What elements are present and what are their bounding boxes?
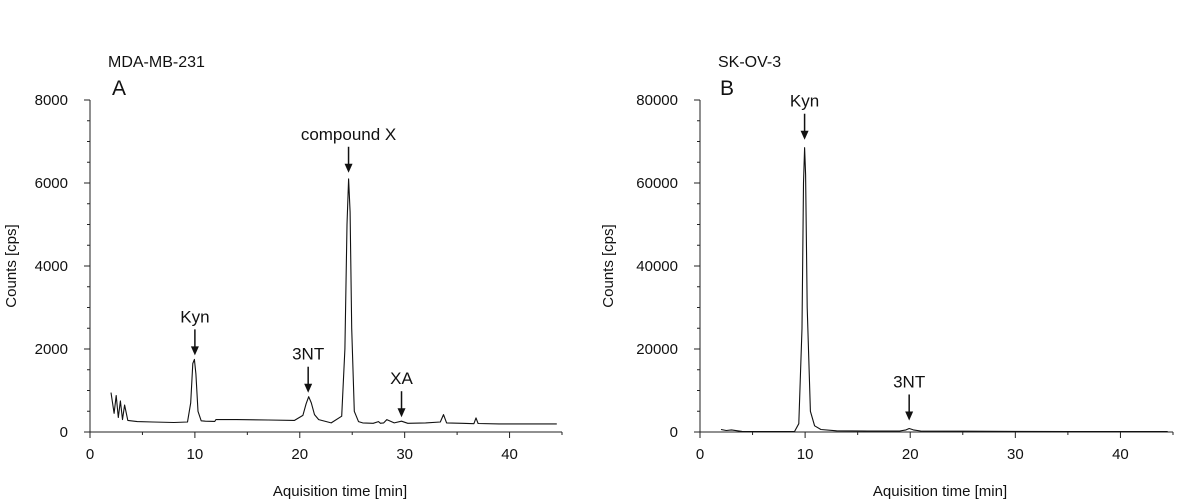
x-tick-label: 40 xyxy=(501,446,518,463)
annotation-arrow-head xyxy=(304,383,313,393)
peak-label: compound X xyxy=(301,125,396,144)
annotation-arrow-head xyxy=(190,346,199,356)
y-tick-label: 4000 xyxy=(35,258,68,275)
peak-label: 3NT xyxy=(292,345,324,364)
annotation-arrow-head xyxy=(800,130,809,140)
x-tick-label: 30 xyxy=(396,446,413,463)
y-tick-label: 40000 xyxy=(636,258,678,275)
y-tick-label: 0 xyxy=(60,424,68,441)
x-tick-label: 0 xyxy=(696,446,704,463)
y-axis-label: Counts [cps] xyxy=(3,224,20,307)
x-tick-label: 10 xyxy=(187,446,204,463)
chromatogram-line xyxy=(110,178,557,425)
y-tick-label: 0 xyxy=(670,424,678,441)
x-tick-label: 0 xyxy=(86,446,94,463)
x-tick-label: 40 xyxy=(1112,446,1129,463)
y-tick-label: 8000 xyxy=(35,92,68,109)
annotation-arrow-head xyxy=(344,163,353,173)
x-tick-label: 30 xyxy=(1007,446,1024,463)
peak-label: Kyn xyxy=(790,92,819,111)
chromatogram-line xyxy=(720,147,1168,433)
chart-title: SK-OV-3 xyxy=(718,54,781,71)
panel-label: B xyxy=(720,77,734,100)
annotation-arrow-head xyxy=(905,411,914,421)
peak-label: XA xyxy=(390,369,413,388)
x-axis-label: Aquisition time [min] xyxy=(873,483,1007,499)
y-tick-label: 20000 xyxy=(636,341,678,358)
y-tick-label: 60000 xyxy=(636,175,678,192)
y-tick-label: 2000 xyxy=(35,341,68,358)
chart-panel-b: 0 20000 40000 60000 80000 0 10 20 30 40 Aquisition… xyxy=(600,54,1174,499)
annotation-arrow-head xyxy=(397,408,406,418)
y-tick-label: 6000 xyxy=(35,175,68,192)
x-axis-label: Aquisition time [min] xyxy=(273,483,407,499)
x-tick-label: 10 xyxy=(797,446,814,463)
x-tick-label: 20 xyxy=(902,446,919,463)
y-axis-label: Counts [cps] xyxy=(600,224,617,307)
peak-label: 3NT xyxy=(893,372,925,391)
chart-panel-a: 0 2000 4000 6000 8000 0 10 20 30 40 Aquisition tim… xyxy=(3,54,563,499)
panel-label: A xyxy=(112,77,126,100)
peak-label: Kyn xyxy=(180,307,209,326)
x-tick-label: 20 xyxy=(291,446,308,463)
y-tick-label: 80000 xyxy=(636,92,678,109)
chart-title: MDA-MB-231 xyxy=(108,54,205,71)
